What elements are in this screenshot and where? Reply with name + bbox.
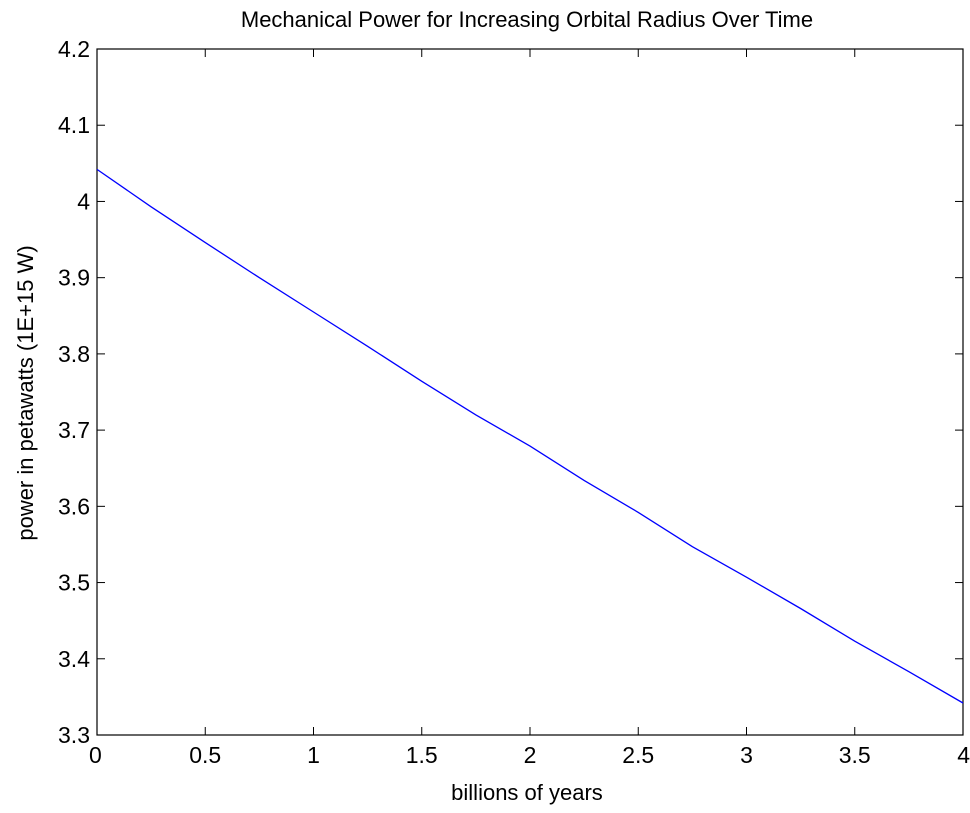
y-tick-label: 4	[77, 188, 90, 214]
x-tick-label: 0.5	[189, 742, 221, 768]
y-tick-label: 4.2	[58, 36, 90, 62]
y-axis-ticks: 3.3 3.4 3.5 3.6 3.7 3.8 3.9 4 4.1 4.2	[58, 36, 963, 748]
x-tick-label: 1.5	[406, 742, 438, 768]
x-tick-label: 3	[740, 742, 753, 768]
y-tick-label: 3.6	[58, 493, 90, 519]
y-tick-label: 3.8	[58, 341, 90, 367]
x-tick-label: 2	[524, 742, 537, 768]
y-tick-label: 3.7	[58, 417, 90, 443]
y-tick-label: 3.4	[58, 646, 90, 672]
x-tick-label: 4	[957, 742, 970, 768]
series-line	[96, 168, 964, 704]
x-axis-label: billions of years	[451, 780, 603, 805]
x-axis-ticks: 0 0.5 1 1.5 2 2.5 3 3.5 4	[89, 49, 970, 768]
y-tick-label: 4.1	[58, 112, 90, 138]
x-tick-label: 0	[89, 742, 102, 768]
series-layer	[96, 168, 964, 704]
y-axis-label: power in petawatts (1E+15 W)	[13, 245, 38, 540]
y-tick-label: 3.9	[58, 265, 90, 291]
y-tick-label: 3.3	[58, 722, 90, 748]
x-tick-label: 1	[307, 742, 320, 768]
y-tick-label: 3.5	[58, 570, 90, 596]
x-tick-label: 2.5	[622, 742, 654, 768]
plot-area	[96, 48, 964, 736]
x-tick-label: 3.5	[839, 742, 871, 768]
chart-title: Mechanical Power for Increasing Orbital …	[241, 7, 813, 32]
